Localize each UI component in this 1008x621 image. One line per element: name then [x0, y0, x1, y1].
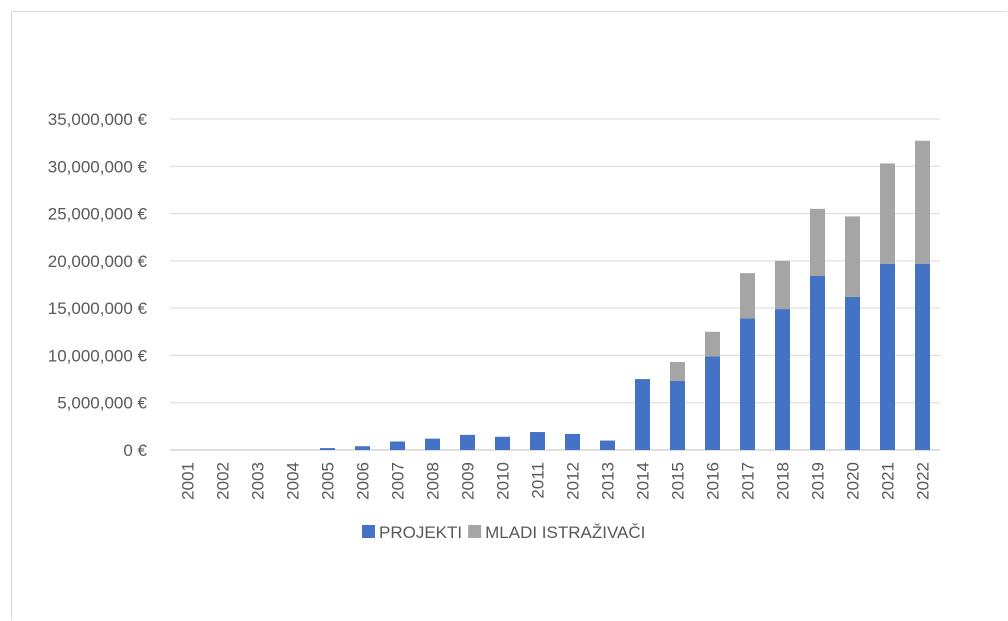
bar-segment — [425, 438, 440, 450]
x-tick-label: 2004 — [284, 462, 303, 500]
x-tick-label: 2022 — [914, 462, 933, 500]
x-tick-label: 2015 — [669, 462, 688, 500]
x-tick-label: 2005 — [319, 462, 338, 500]
x-tick-label: 2008 — [424, 462, 443, 500]
y-tick-label: 35,000,000 € — [48, 110, 148, 129]
x-tick-label: 2010 — [494, 462, 513, 500]
x-tick-label: 2009 — [459, 462, 478, 500]
legend-entry: PROJEKTI — [379, 523, 462, 542]
bar-segment — [565, 433, 580, 450]
bar-segment — [705, 331, 720, 357]
bar-segment — [810, 275, 825, 450]
x-tick-label: 2013 — [599, 462, 618, 500]
bar-segment — [740, 273, 755, 319]
chart-frame — [11, 11, 1007, 620]
bar-segment — [915, 263, 930, 450]
y-tick-label: 15,000,000 € — [48, 299, 148, 318]
bar-segment — [845, 216, 860, 297]
bar-segment — [705, 356, 720, 450]
x-tick-label: 2018 — [774, 462, 793, 500]
x-tick-label: 2011 — [529, 462, 548, 499]
bar-segment — [740, 318, 755, 450]
bars — [320, 140, 930, 450]
bar-segment — [880, 263, 895, 450]
y-tick-label: 30,000,000 € — [48, 157, 148, 176]
x-tick-label: 2020 — [844, 462, 863, 500]
x-tick-label: 2016 — [704, 462, 723, 500]
x-tick-label: 2007 — [389, 462, 408, 500]
bar-segment — [775, 260, 790, 310]
bar-segment — [320, 448, 335, 450]
bar-segment — [670, 362, 685, 381]
y-tick-label: 5,000,000 € — [57, 394, 147, 413]
x-tick-label: 2019 — [809, 462, 828, 500]
bar-segment — [495, 436, 510, 450]
legend-swatch — [468, 525, 482, 538]
legend-entry: MLADI ISTRAŽIVAČI — [485, 523, 645, 542]
bar-segment — [390, 441, 405, 450]
x-tick-label: 2003 — [249, 462, 268, 500]
bar-segment — [355, 446, 370, 450]
x-tick-label: 2017 — [739, 462, 758, 500]
bar-segment — [775, 309, 790, 450]
bar-segment — [845, 296, 860, 450]
x-tick-label: 2021 — [879, 462, 898, 500]
y-tick-label: 0 € — [123, 441, 147, 460]
bar-segment — [600, 440, 615, 450]
y-tick-label: 20,000,000 € — [48, 252, 148, 271]
bar-segment — [530, 432, 545, 450]
bar-segment — [915, 140, 930, 264]
bar-segment — [670, 380, 685, 450]
y-tick-label: 10,000,000 € — [48, 346, 148, 365]
x-tick-label: 2014 — [634, 462, 653, 500]
legend-swatch — [362, 525, 375, 538]
y-tick-label: 25,000,000 € — [48, 205, 148, 224]
bar-segment — [880, 163, 895, 264]
x-tick-label: 2012 — [564, 462, 583, 500]
x-tick-label: 2006 — [354, 462, 373, 500]
bar-segment — [810, 208, 825, 276]
x-tick-label: 2001 — [179, 462, 198, 500]
legend: PROJEKTI MLADI ISTRAŽIVAČI — [362, 523, 645, 542]
bar-segment — [635, 379, 650, 450]
x-axis: 2001 2002 2003 2004 2005 2006 2007 2008 2009 2010… — [179, 462, 933, 500]
y-axis: 0 € 5,000,000 € 10,000,000 € 15,000,000 € 20… — [48, 110, 148, 460]
x-tick-label: 2002 — [214, 462, 233, 500]
bar-segment — [460, 434, 475, 450]
